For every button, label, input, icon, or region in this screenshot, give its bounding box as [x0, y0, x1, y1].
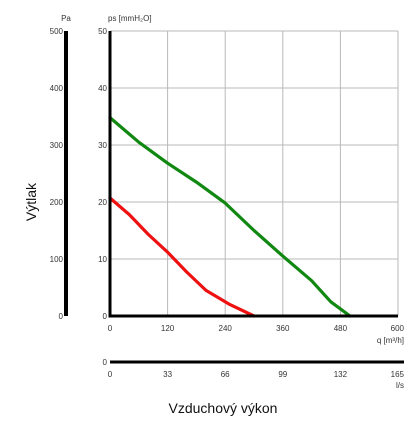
- ls-tick-label: 0: [108, 370, 113, 379]
- m3h-unit-label: q [m³/h]: [377, 336, 404, 345]
- pa-tick-label: 400: [50, 84, 64, 93]
- pa-tick-label: 0: [59, 312, 64, 321]
- ls-unit-label: l/s: [396, 381, 404, 390]
- y-tick-label: 0: [103, 312, 108, 321]
- x-tick-label: 0: [108, 324, 113, 333]
- pa-tick-label: 100: [50, 255, 64, 264]
- ls-tick-label: 99: [278, 370, 287, 379]
- x-tick-label: 480: [334, 324, 348, 333]
- plot-area-grid: [110, 30, 399, 316]
- ls-tick-label: 165: [391, 370, 405, 379]
- pa-unit-label: Pa: [61, 14, 71, 23]
- red-curve: [108, 196, 256, 318]
- ls-tick-label: 132: [334, 370, 348, 379]
- data-series: [108, 116, 352, 318]
- pa-tick-label: 200: [50, 198, 64, 207]
- ls-axis-zero-label: 0: [103, 358, 108, 367]
- x-tick-label: 600: [391, 324, 405, 333]
- ls-tick-label: 66: [221, 370, 230, 379]
- y-tick-label: 40: [98, 84, 107, 93]
- x-tick-label: 240: [219, 324, 233, 333]
- x-tick-label: 120: [161, 324, 175, 333]
- y-axis-title: Výtlak: [23, 182, 39, 221]
- green-curve: [108, 116, 352, 318]
- y-tick-label: 10: [98, 255, 107, 264]
- pa-tick-label: 500: [50, 27, 64, 36]
- pa-tick-label: 300: [50, 141, 64, 150]
- y-tick-label: 50: [98, 27, 107, 36]
- x-axis-title: Vzduchový výkon: [169, 400, 278, 416]
- mmh2o-unit-label: ps [mmH₂O]: [108, 14, 152, 23]
- y-tick-label: 20: [98, 198, 107, 207]
- y-tick-label: 30: [98, 141, 107, 150]
- x-tick-label: 360: [276, 324, 290, 333]
- ls-tick-label: 33: [163, 370, 172, 379]
